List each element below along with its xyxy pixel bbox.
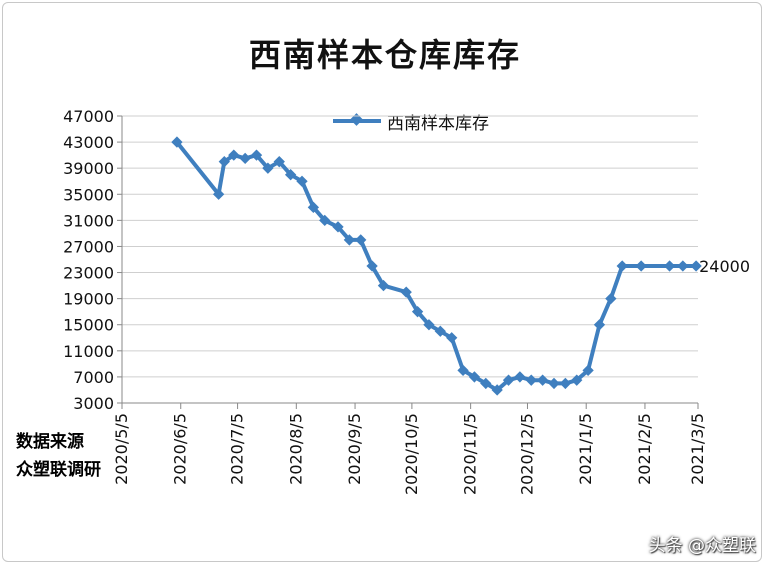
- data-point-marker: [296, 175, 308, 187]
- data-point-marker: [480, 377, 492, 390]
- x-tick-label: 2020/8/5: [286, 413, 305, 485]
- x-tick-label: 2020/10/5: [402, 413, 421, 495]
- data-point-marker: [400, 286, 412, 298]
- chart-title: 西南样本仓库库存: [248, 36, 521, 74]
- data-point-marker: [273, 156, 285, 168]
- y-tick-label: 43000: [63, 133, 114, 152]
- data-point-marker: [434, 325, 446, 337]
- data-point-marker: [571, 374, 583, 386]
- data-point-marker: [605, 292, 617, 305]
- x-tick-label: 2021/3/5: [688, 413, 707, 485]
- data-point-marker: [343, 234, 356, 246]
- data-point-marker: [491, 384, 503, 396]
- data-point-marker: [212, 188, 225, 200]
- data-point-marker: [514, 371, 526, 383]
- data-point-marker: [355, 234, 367, 246]
- data-point-marker: [262, 162, 274, 174]
- data-point-marker: [677, 260, 689, 272]
- data-point-marker: [332, 221, 344, 233]
- data-point-marker: [228, 149, 240, 161]
- x-tick-label: 2020/12/5: [517, 413, 536, 495]
- x-tick-label: 2020/9/5: [345, 413, 364, 485]
- source-line-1: 数据来源: [16, 432, 84, 452]
- y-tick-label: 47000: [63, 107, 114, 126]
- data-point-marker: [559, 377, 572, 390]
- y-tick-label: 23000: [63, 264, 114, 283]
- data-point-marker: [377, 279, 390, 292]
- chart-legend: 西南样本库存: [333, 108, 489, 134]
- data-point-marker: [502, 374, 515, 386]
- data-point-marker: [250, 149, 263, 161]
- x-tick-label: 2020/5/5: [112, 413, 131, 485]
- x-tick-label: 2021/1/5: [576, 413, 595, 485]
- legend-label: 西南样本库存: [387, 113, 489, 134]
- y-tick-label: 7000: [73, 368, 114, 387]
- data-label: 24000: [699, 257, 750, 276]
- y-tick-label: 3000: [73, 394, 114, 413]
- y-tick-label: 15000: [63, 316, 114, 335]
- data-point-marker: [319, 214, 331, 227]
- legend-swatch-line-icon: [333, 119, 381, 123]
- data-point-marker: [663, 260, 676, 272]
- data-point-marker: [457, 364, 469, 377]
- data-point-marker: [593, 319, 606, 331]
- data-point-marker: [423, 319, 435, 331]
- data-point-marker: [366, 260, 378, 272]
- x-tick-label: 2020/7/5: [228, 413, 247, 485]
- data-point-marker: [690, 260, 702, 272]
- data-point-marker: [446, 332, 458, 344]
- x-tick-label: 2020/11/5: [461, 413, 480, 495]
- data-point-marker: [468, 371, 481, 383]
- x-tick-label: 2020/6/5: [171, 413, 190, 485]
- y-tick-label: 31000: [63, 211, 114, 230]
- data-point-marker: [635, 260, 647, 272]
- watermark: 头条 @众塑联: [648, 536, 756, 556]
- data-point-marker: [548, 377, 560, 390]
- data-point-marker: [284, 169, 297, 181]
- data-point-marker: [411, 306, 424, 318]
- x-tick-label: 2021/2/5: [635, 413, 654, 485]
- data-point-marker: [218, 156, 230, 168]
- y-tick-label: 39000: [63, 159, 114, 178]
- y-tick-label: 35000: [63, 185, 114, 204]
- data-point-marker: [307, 201, 320, 213]
- y-tick-label: 11000: [63, 342, 114, 361]
- data-point-marker: [582, 364, 594, 377]
- data-point-marker: [171, 136, 183, 148]
- source-line-2: 众塑联调研: [16, 460, 101, 480]
- data-point-marker: [239, 152, 251, 165]
- y-tick-label: 19000: [63, 290, 114, 309]
- y-tick-label: 27000: [63, 237, 114, 256]
- data-point-marker: [616, 260, 628, 272]
- data-point-marker: [536, 374, 549, 386]
- data-point-marker: [525, 374, 537, 386]
